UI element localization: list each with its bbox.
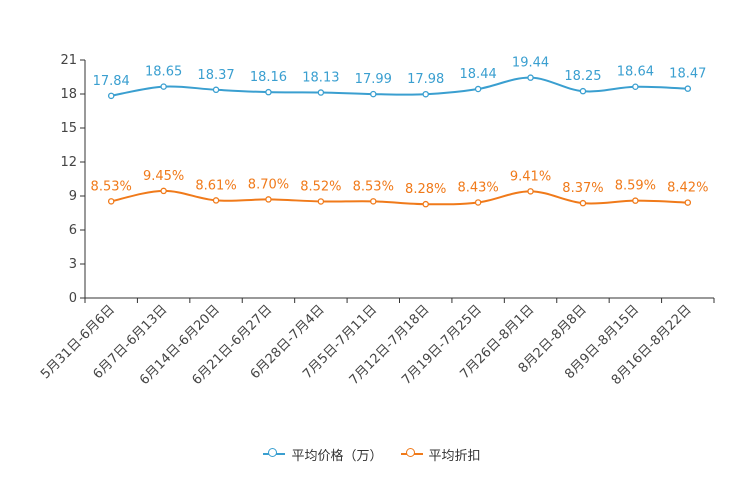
data-point-1 <box>160 187 167 195</box>
data-point-1 <box>632 197 639 204</box>
data-label-0: 17.98 <box>407 72 444 87</box>
data-label-1: 8.61% <box>195 178 236 193</box>
data-label-0: 18.44 <box>460 67 497 82</box>
data-point-0 <box>579 87 587 95</box>
data-point-1 <box>265 196 272 203</box>
data-point-0 <box>370 90 377 98</box>
data-point-1 <box>317 198 325 205</box>
data-point-1 <box>474 199 482 206</box>
y-tick-label: 12 <box>60 155 77 170</box>
data-point-0 <box>422 90 429 98</box>
legend: 平均价格（万） 平均折扣 <box>0 444 744 464</box>
data-label-1: 9.45% <box>143 169 184 184</box>
data-point-1 <box>422 200 429 208</box>
data-point-0 <box>212 86 220 94</box>
data-label-1: 8.42% <box>667 181 708 196</box>
data-point-1 <box>212 197 220 204</box>
data-label-1: 8.53% <box>353 179 394 194</box>
y-tick-label: 9 <box>69 189 77 204</box>
y-tick-label: 6 <box>69 223 77 238</box>
data-label-1: 9.41% <box>510 169 551 184</box>
data-label-0: 18.37 <box>197 68 234 83</box>
data-point-0 <box>317 89 325 96</box>
data-label-1: 8.28% <box>405 182 446 197</box>
data-point-0 <box>527 74 534 81</box>
data-label-0: 19.44 <box>512 56 549 71</box>
series-line-0 <box>111 76 688 97</box>
data-label-1: 8.53% <box>91 179 132 194</box>
y-tick-label: 21 <box>60 53 77 68</box>
y-tick-label: 0 <box>69 291 77 306</box>
legend-avg-discount-label: 平均折扣 <box>428 448 481 464</box>
data-point-1 <box>107 198 115 205</box>
legend-item-avg-price[interactable]: 平均价格（万） <box>263 445 383 464</box>
legend-avg-discount-marker-icon <box>400 448 423 460</box>
data-label-1: 8.52% <box>300 179 341 194</box>
data-point-0 <box>160 83 167 90</box>
data-label-1: 8.43% <box>457 180 498 195</box>
data-point-0 <box>632 83 639 90</box>
data-label-1: 8.70% <box>248 177 289 192</box>
data-label-0: 17.99 <box>355 72 392 87</box>
data-point-1 <box>579 199 587 207</box>
data-label-0: 18.65 <box>145 65 182 80</box>
data-label-0: 18.64 <box>617 65 654 80</box>
data-point-1 <box>527 188 534 195</box>
data-point-0 <box>107 92 115 100</box>
data-label-0: 18.16 <box>250 70 287 85</box>
line-chart: 0369121518215月31日-6月6日6月7日-6月13日6月14日-6月… <box>38 53 715 388</box>
data-label-0: 18.25 <box>564 69 601 84</box>
y-tick-label: 15 <box>60 121 77 136</box>
data-point-0 <box>474 85 482 93</box>
y-tick-label: 18 <box>60 87 77 102</box>
data-label-0: 18.13 <box>302 71 339 86</box>
data-label-1: 8.37% <box>562 181 603 196</box>
data-label-0: 18.47 <box>669 67 706 82</box>
legend-avg-price-label: 平均价格（万） <box>291 448 383 464</box>
data-point-0 <box>684 85 692 92</box>
data-label-0: 17.84 <box>93 74 130 89</box>
data-label-1: 8.59% <box>615 179 656 194</box>
data-point-0 <box>265 88 272 96</box>
y-tick-label: 3 <box>69 257 77 272</box>
data-point-1 <box>684 199 692 206</box>
series-line-1 <box>111 189 688 206</box>
legend-avg-price-marker-icon <box>263 448 286 460</box>
legend-item-avg-discount[interactable]: 平均折扣 <box>400 445 481 464</box>
data-point-1 <box>370 198 377 205</box>
